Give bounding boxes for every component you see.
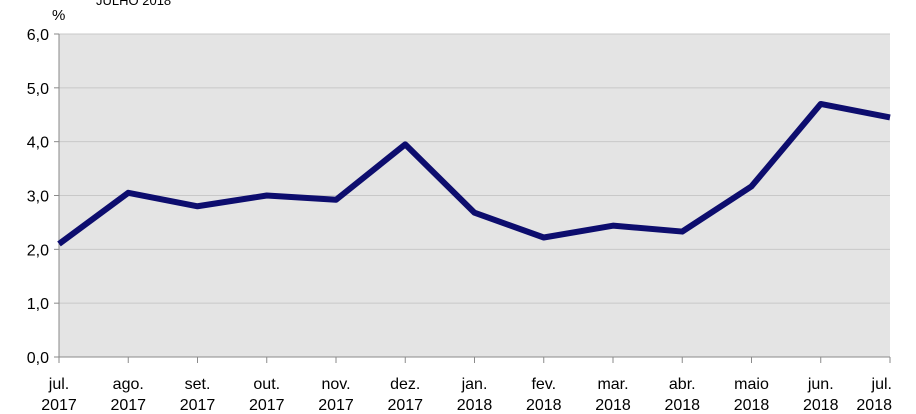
x-tick-label-year: 2017 [180, 397, 216, 414]
y-tick-label: 1,0 [27, 296, 49, 313]
series-group [57, 100, 891, 247]
x-tick-label-year: 2018 [803, 397, 839, 414]
chart-title: JULHO 2018 [96, 0, 171, 8]
y-axis-unit-label: % [52, 7, 65, 24]
x-tick-label-month: jul. [871, 376, 892, 393]
x-axis-ticks: jul. 2017 ago. 2017 set. 2017 out. 2017 nov. 2017… [41, 357, 892, 414]
x-tick-label-month: maio [734, 376, 769, 393]
x-tick-label-year: 2018 [457, 397, 493, 414]
x-tick-label-year: 2017 [318, 397, 354, 414]
x-tick-label-year: 2017 [387, 397, 423, 414]
x-tick-label-year: 2018 [595, 397, 631, 414]
x-tick-label-month: jan. [461, 376, 488, 393]
x-tick-label-month: mar. [597, 376, 628, 393]
y-axis-ticks: 0,0 1,0 2,0 3,0 4,0 5,0 6,0 [27, 27, 59, 367]
x-tick-label-year: 2017 [249, 397, 285, 414]
x-tick-label-month: out. [253, 376, 280, 393]
y-tick-label: 0,0 [27, 350, 49, 367]
x-tick-label-year: 2018 [664, 397, 700, 414]
x-tick-label-year: 2017 [41, 397, 77, 414]
y-tick-label: 3,0 [27, 189, 49, 206]
y-tick-label: 4,0 [27, 135, 49, 152]
gridlines [59, 33, 890, 304]
y-tick-label: 6,0 [27, 27, 49, 44]
y-tick-label: 5,0 [27, 81, 49, 98]
y-tick-label: 2,0 [27, 242, 49, 259]
x-tick-label-year: 2018 [856, 397, 892, 414]
x-tick-label-month: set. [185, 376, 211, 393]
x-tick-label-month: jul. [48, 376, 69, 393]
x-tick-label-month: ago. [113, 376, 144, 393]
x-tick-label-month: dez. [390, 376, 420, 393]
x-tick-label-year: 2018 [526, 397, 562, 414]
x-tick-label-year: 2017 [110, 397, 146, 414]
x-tick-label-year: 2018 [734, 397, 770, 414]
x-tick-label-month: abr. [669, 376, 696, 393]
series-line [57, 100, 891, 247]
x-tick-label-month: fev. [531, 376, 556, 393]
x-tick-label-month: jun. [807, 376, 834, 393]
x-tick-label-month: nov. [321, 376, 350, 393]
